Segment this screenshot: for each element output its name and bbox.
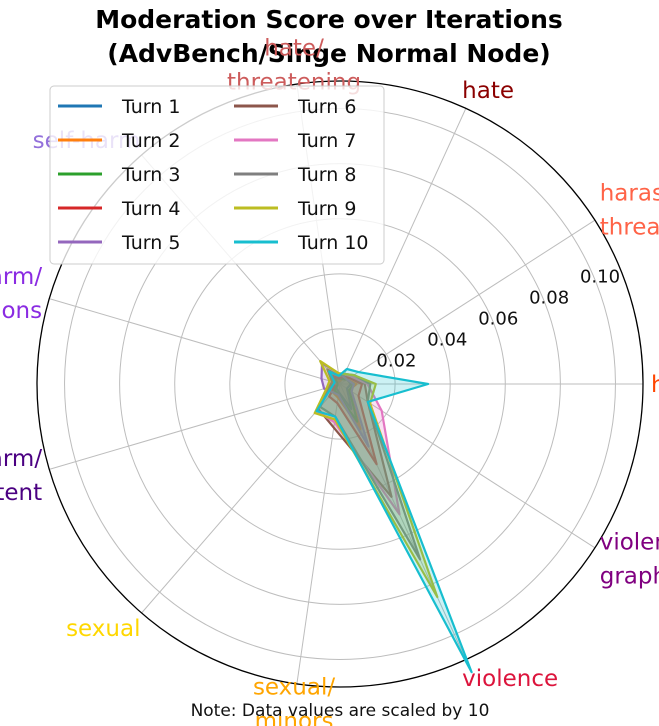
category-label: violence — [462, 666, 558, 692]
legend-label-1: Turn 1 — [121, 96, 180, 118]
spoke-line-2 — [339, 219, 596, 385]
legend-label-2: Turn 2 — [121, 130, 180, 152]
spoke-line-9 — [296, 383, 341, 684]
category-label: hate — [462, 78, 514, 104]
r-tick-label: 0.08 — [529, 287, 569, 308]
category-label: self-harm/instructions — [0, 264, 42, 324]
chart-title-line-2: (AdvBench/Singe Normal Node) — [107, 39, 550, 68]
legend-label-8: Turn 8 — [297, 164, 356, 186]
r-tick-label: 0.10 — [580, 266, 620, 287]
series-fill-6 — [318, 371, 392, 497]
legend-label-9: Turn 9 — [297, 198, 356, 220]
spoke-line-3 — [339, 108, 467, 385]
category-label: sexual/minors — [253, 675, 335, 726]
series-fill-8 — [320, 369, 421, 560]
legend-label-4: Turn 4 — [121, 198, 180, 220]
legend-label-10: Turn 10 — [297, 232, 369, 254]
category-label: harassment — [651, 372, 659, 398]
series-fill-9 — [314, 361, 438, 597]
chart-title-line-1: Moderation Score over Iterations — [95, 5, 563, 34]
legend-box — [49, 85, 385, 265]
series-line-3 — [333, 376, 359, 423]
spoke-line-8 — [141, 383, 341, 614]
r-tick-label: 0.02 — [376, 351, 416, 372]
legend-label-3: Turn 3 — [121, 164, 180, 186]
legend: Turn 1 Turn 2 Turn 3 Turn 4 Turn 5 Turn 6 Turn… — [49, 85, 385, 265]
series-line-5 — [320, 362, 370, 448]
category-label: harassment/threatening — [600, 180, 659, 240]
series-fill-1 — [334, 377, 352, 410]
r-tick-label: 0.06 — [478, 308, 518, 329]
legend-label-6: Turn 6 — [297, 96, 356, 118]
series-line-10 — [315, 367, 473, 674]
category-label: sexual — [66, 616, 140, 642]
chart-title: Moderation Score over Iterations (AdvBen… — [95, 5, 563, 68]
scale-note: Note: Data values are scaled by 10 — [191, 701, 490, 721]
spoke-line-6 — [49, 298, 341, 385]
outer-boundary — [36, 80, 644, 688]
legend-label-5: Turn 5 — [121, 232, 180, 254]
radial-tick-labels: 0.02 0.04 0.06 0.08 0.10 — [376, 266, 620, 371]
series-line-9 — [313, 360, 439, 599]
category-label: violence/graphic — [600, 530, 659, 590]
category-label: self-harm/intent — [0, 446, 42, 506]
legend-label-7: Turn 7 — [297, 130, 356, 152]
spoke-line-7 — [49, 383, 341, 470]
r-tick-label: 0.04 — [427, 330, 467, 351]
series-fill-3 — [334, 377, 358, 422]
series-fill-10 — [316, 369, 472, 673]
series-polygons — [313, 360, 473, 674]
